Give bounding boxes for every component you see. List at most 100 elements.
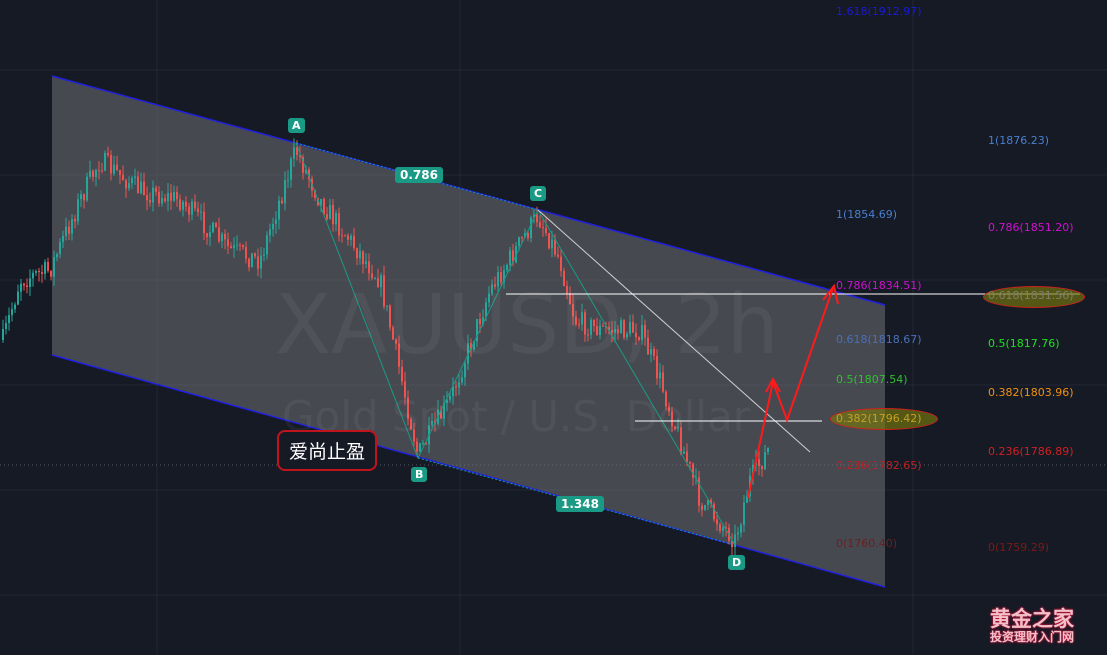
candle-body bbox=[263, 254, 265, 256]
candle-body bbox=[758, 459, 760, 467]
candle-body bbox=[188, 206, 190, 215]
candle-body bbox=[77, 199, 79, 222]
candle-body bbox=[554, 239, 556, 255]
candle-body bbox=[653, 349, 655, 356]
candle-body bbox=[47, 261, 49, 271]
candle-body bbox=[662, 372, 664, 392]
candle-body bbox=[470, 343, 472, 350]
candle-body bbox=[248, 258, 250, 268]
candle-body bbox=[302, 157, 304, 173]
candle-body bbox=[68, 226, 70, 234]
candle-body bbox=[533, 214, 535, 218]
candle-body bbox=[152, 187, 154, 203]
candle-body bbox=[290, 158, 292, 180]
candle-body bbox=[278, 200, 280, 220]
ratio-label-2: 1.348 bbox=[556, 496, 604, 512]
candle-body bbox=[389, 305, 391, 328]
candle-body bbox=[500, 272, 502, 283]
candle-body bbox=[446, 399, 448, 404]
candle-body bbox=[119, 169, 121, 175]
candle-body bbox=[179, 199, 181, 210]
candle-body bbox=[713, 504, 715, 520]
candle-body bbox=[299, 155, 301, 158]
candle-body bbox=[134, 176, 136, 178]
candle-body bbox=[476, 319, 478, 342]
fib-right-level: 1(1876.23) bbox=[988, 134, 1050, 147]
candle-body bbox=[128, 183, 130, 189]
fib-left-level: 0.382(1796.42) bbox=[836, 412, 922, 425]
candle-body bbox=[563, 270, 565, 286]
candle-body bbox=[14, 304, 16, 310]
candle-body bbox=[674, 426, 676, 429]
candle-body bbox=[65, 226, 67, 236]
point-a-label: A bbox=[288, 118, 305, 133]
candle-body bbox=[209, 232, 211, 238]
candle-body bbox=[287, 179, 289, 181]
candle-body bbox=[623, 320, 625, 338]
candle-body bbox=[545, 227, 547, 234]
candle-body bbox=[392, 327, 394, 340]
candle-body bbox=[464, 363, 466, 378]
candle-body bbox=[260, 255, 262, 269]
candle-body bbox=[317, 197, 319, 206]
candle-body bbox=[497, 272, 499, 287]
candle-body bbox=[230, 246, 232, 249]
candle-body bbox=[329, 204, 331, 220]
fib-right-level: 0.236(1786.89) bbox=[988, 445, 1074, 458]
trend-line bbox=[537, 209, 811, 453]
candle-body bbox=[524, 233, 526, 238]
candle-body bbox=[572, 304, 574, 317]
candle-body bbox=[593, 319, 595, 327]
candle-body bbox=[677, 427, 679, 429]
fib-right-level: 0(1759.29) bbox=[988, 541, 1050, 554]
highlight-oval-left bbox=[830, 408, 938, 430]
candle-body bbox=[452, 386, 454, 396]
candle-body bbox=[599, 325, 601, 335]
candle-body bbox=[479, 319, 481, 325]
fib-left-level: 0.786(1834.51) bbox=[836, 279, 922, 292]
candle-body bbox=[494, 284, 496, 287]
candle-body bbox=[689, 461, 691, 464]
projection-arrow bbox=[747, 287, 834, 499]
candle-body bbox=[95, 170, 97, 177]
candle-body bbox=[377, 278, 379, 288]
candle-body bbox=[182, 201, 184, 210]
candle-body bbox=[80, 194, 82, 200]
candle-body bbox=[509, 250, 511, 266]
candle-body bbox=[590, 319, 592, 335]
candle-body bbox=[368, 261, 370, 274]
candle-body bbox=[530, 217, 532, 239]
candle-body bbox=[443, 403, 445, 419]
candle-body bbox=[536, 214, 538, 223]
annotation-note: 爱尚止盈 bbox=[277, 430, 378, 471]
candle-body bbox=[11, 309, 13, 316]
candle-body bbox=[488, 293, 490, 303]
candle-body bbox=[122, 174, 124, 181]
candle-body bbox=[407, 397, 409, 420]
candle-body bbox=[746, 496, 748, 503]
candle-body bbox=[236, 244, 238, 246]
candle-body bbox=[473, 341, 475, 350]
candle-body bbox=[158, 191, 160, 204]
candle-body bbox=[467, 343, 469, 364]
candle-body bbox=[416, 441, 418, 452]
candle-body bbox=[380, 275, 382, 288]
candle-body bbox=[269, 229, 271, 236]
candle-body bbox=[257, 256, 259, 269]
candle-body bbox=[737, 532, 739, 535]
candle-body bbox=[353, 235, 355, 249]
candle-body bbox=[185, 201, 187, 207]
candle-body bbox=[515, 246, 517, 263]
fib-right-level: 0.618(1831.56) bbox=[988, 289, 1074, 302]
fib-right-level: 0.382(1803.96) bbox=[988, 386, 1074, 399]
candle-body bbox=[566, 285, 568, 294]
candle-body bbox=[557, 254, 559, 257]
candle-body bbox=[635, 332, 637, 338]
candle-body bbox=[383, 275, 385, 307]
candle-body bbox=[20, 283, 22, 292]
candle-body bbox=[155, 187, 157, 192]
candle-body bbox=[560, 256, 562, 271]
candle-body bbox=[596, 326, 598, 335]
